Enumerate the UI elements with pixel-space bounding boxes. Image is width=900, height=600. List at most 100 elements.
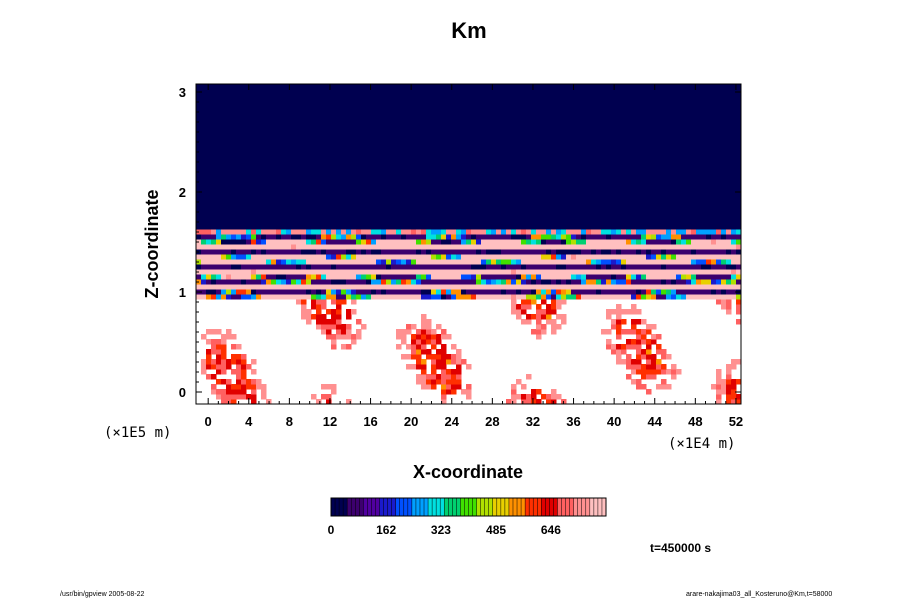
field-cell	[236, 379, 242, 385]
field-cell	[396, 289, 402, 295]
field-cell	[421, 339, 427, 345]
field-cell	[441, 279, 447, 285]
field-cell	[601, 229, 607, 235]
field-cell	[451, 254, 457, 260]
field-cell	[316, 264, 322, 270]
field-cell	[631, 254, 637, 260]
field-cell	[216, 354, 222, 360]
field-cell	[411, 229, 417, 235]
field-cell	[406, 324, 412, 330]
field-cell	[546, 269, 552, 275]
field-cell	[276, 239, 282, 245]
field-cell	[621, 259, 627, 265]
field-cell	[406, 284, 412, 290]
field-cell	[231, 284, 237, 290]
field-cell	[286, 249, 292, 255]
field-cell	[206, 354, 212, 360]
field-cell	[616, 319, 622, 325]
field-cell	[256, 259, 262, 265]
field-cell	[551, 324, 557, 330]
field-cell	[331, 289, 337, 295]
field-cell	[336, 239, 342, 245]
field-cell	[711, 289, 717, 295]
field-cell	[661, 379, 667, 385]
field-cell	[701, 239, 707, 245]
field-cell	[261, 229, 267, 235]
field-cell	[446, 389, 452, 395]
field-cell	[536, 254, 542, 260]
field-cell	[736, 269, 742, 275]
colorbar-segment	[496, 498, 502, 516]
field-cell	[706, 254, 712, 260]
field-cell	[676, 249, 682, 255]
field-cell	[606, 339, 612, 345]
field-cell	[231, 344, 237, 350]
field-cell	[681, 244, 687, 250]
field-cell	[571, 279, 577, 285]
field-cell	[736, 249, 742, 255]
field-cell	[486, 279, 492, 285]
field-cell	[321, 244, 327, 250]
field-cell	[731, 274, 737, 280]
field-cell	[436, 379, 442, 385]
field-cell	[636, 359, 642, 365]
field-cell	[196, 234, 202, 240]
field-cell	[441, 349, 447, 355]
field-cell	[641, 249, 647, 255]
field-cell	[291, 239, 297, 245]
field-cell	[591, 249, 597, 255]
field-cell	[621, 264, 627, 270]
field-cell	[546, 304, 552, 310]
field-cell	[411, 234, 417, 240]
field-cell	[621, 249, 627, 255]
field-cell	[666, 239, 672, 245]
field-cell	[721, 244, 727, 250]
field-cell	[371, 284, 377, 290]
field-cell	[681, 229, 687, 235]
field-cell	[201, 284, 207, 290]
field-cell	[686, 274, 692, 280]
field-cell	[721, 379, 727, 385]
field-cell	[421, 249, 427, 255]
field-cell	[661, 364, 667, 370]
field-cell	[716, 299, 722, 305]
field-cell	[266, 274, 272, 280]
field-cell	[581, 289, 587, 295]
field-cell	[621, 254, 627, 260]
field-cell	[226, 284, 232, 290]
field-cell	[691, 269, 697, 275]
field-cell	[501, 244, 507, 250]
field-cell	[281, 289, 287, 295]
field-cell	[636, 369, 642, 375]
field-cell	[651, 254, 657, 260]
field-cell	[271, 279, 277, 285]
field-cell	[631, 234, 637, 240]
field-cell	[661, 254, 667, 260]
field-cell	[686, 289, 692, 295]
field-cell	[596, 249, 602, 255]
field-cell	[261, 234, 267, 240]
field-cell	[256, 244, 262, 250]
field-cell	[701, 294, 707, 300]
field-cell	[241, 254, 247, 260]
field-cell	[416, 234, 422, 240]
colorbar-frame	[330, 497, 607, 517]
field-cell	[406, 294, 412, 300]
field-cell	[546, 399, 552, 405]
field-cell	[521, 254, 527, 260]
field-cell	[496, 294, 502, 300]
field-cell	[406, 234, 412, 240]
field-cell	[461, 234, 467, 240]
field-cell	[561, 274, 567, 280]
field-cell	[626, 339, 632, 345]
field-cell	[366, 239, 372, 245]
field-cell	[531, 399, 537, 405]
field-cell	[321, 239, 327, 245]
field-cell	[461, 264, 467, 270]
field-cell	[516, 294, 522, 300]
field-cell	[461, 249, 467, 255]
field-cell	[536, 279, 542, 285]
field-cell	[471, 274, 477, 280]
field-cell	[696, 269, 702, 275]
field-cell	[356, 334, 362, 340]
